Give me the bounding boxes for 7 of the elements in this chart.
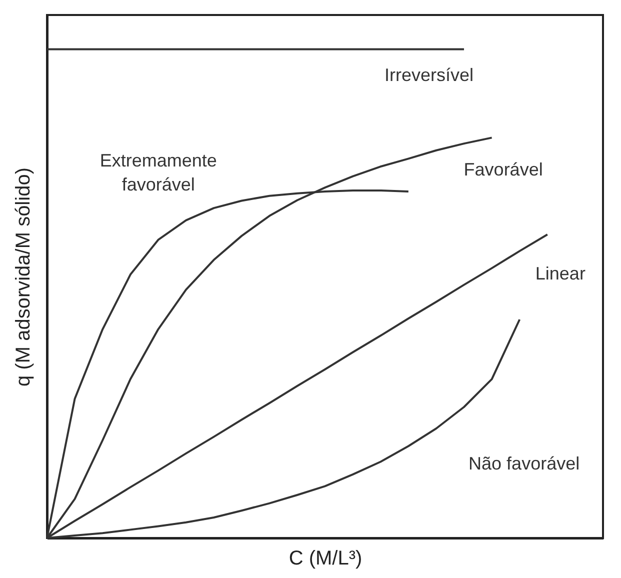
y-axis-title: q (M adsorvida/M sólido) [12,168,34,386]
series-label: Irreversível [384,65,474,86]
series-label: Favorável [464,160,543,180]
text: Não favorável [468,454,580,474]
series-label: Linear [535,263,586,284]
x-axis-title: C (M/L³) [288,548,362,570]
series-label: Extremamente favorável [100,150,217,194]
